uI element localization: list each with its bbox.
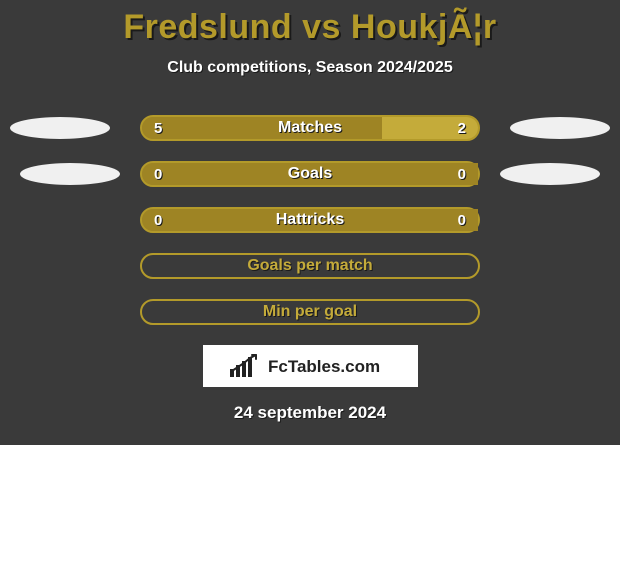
stat-value-right: 0 (458, 212, 466, 229)
date-text: 24 september 2024 (0, 403, 620, 423)
logo-box: FcTables.com (203, 345, 418, 387)
team-badge-left (10, 117, 110, 139)
stat-row: 0 Hattricks 0 (0, 207, 620, 233)
stat-label: Min per goal (142, 303, 478, 321)
stat-value-left: 0 (154, 166, 162, 183)
team-badge-left (20, 163, 120, 185)
stat-row: Min per goal (0, 299, 620, 325)
stat-bar-goals: 0 Goals 0 (140, 161, 480, 187)
stat-label: Goals per match (142, 257, 478, 275)
stats-card: Fredslund vs HoukjÃ¦r Club competitions,… (0, 0, 620, 445)
stat-label: Hattricks (142, 211, 478, 229)
team-badge-right (510, 117, 610, 139)
stat-bar-mpg: Min per goal (140, 299, 480, 325)
logo-text: FcTables.com (268, 357, 380, 376)
stat-row: 5 Matches 2 (0, 115, 620, 141)
fctables-logo-icon: FcTables.com (220, 351, 400, 381)
stat-row: Goals per match (0, 253, 620, 279)
stat-label: Goals (142, 165, 478, 183)
stat-value-right: 2 (458, 120, 466, 137)
page-title: Fredslund vs HoukjÃ¦r (0, 8, 620, 47)
stat-label: Matches (142, 119, 478, 137)
stat-value-left: 0 (154, 212, 162, 229)
stat-rows: 5 Matches 2 0 Goals 0 0 Hattricks 0 (0, 115, 620, 325)
below-area (0, 445, 620, 580)
stat-row: 0 Goals 0 (0, 161, 620, 187)
subtitle: Club competitions, Season 2024/2025 (0, 59, 620, 77)
stat-bar-hattricks: 0 Hattricks 0 (140, 207, 480, 233)
stat-bar-matches: 5 Matches 2 (140, 115, 480, 141)
stat-value-right: 0 (458, 166, 466, 183)
stat-bar-gpm: Goals per match (140, 253, 480, 279)
team-badge-right (500, 163, 600, 185)
stat-value-left: 5 (154, 120, 162, 137)
